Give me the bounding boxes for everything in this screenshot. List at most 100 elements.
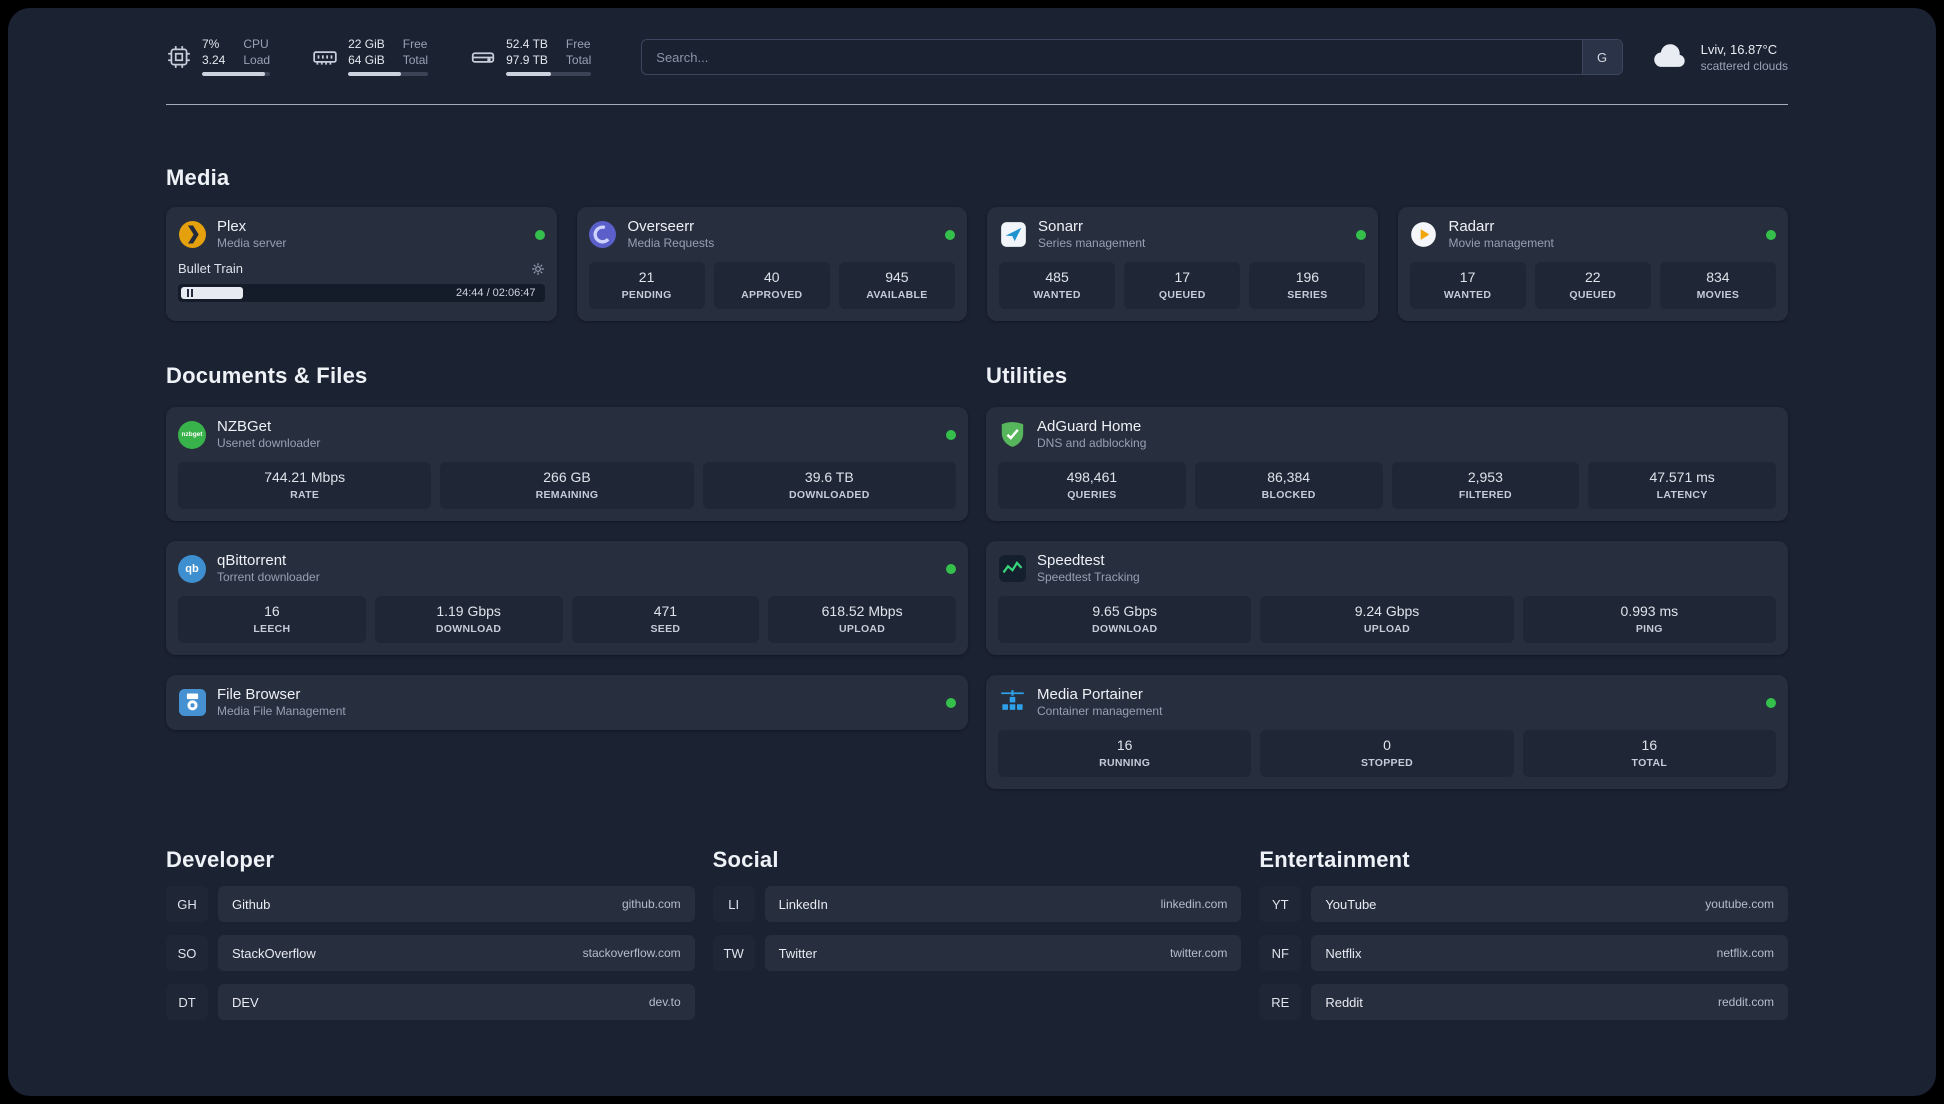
stat-label: SEED [650, 623, 681, 635]
stat-label: TOTAL [1631, 757, 1668, 769]
ram-free-value: 22 GiB [348, 37, 385, 51]
bookmark-name: Netflix [1325, 945, 1362, 961]
bookmark-name: LinkedIn [778, 896, 828, 912]
stat-tile: 945 AVAILABLE [838, 262, 955, 309]
search-engine-button[interactable]: G [1581, 40, 1622, 74]
ram-total-value: 64 GiB [348, 53, 385, 67]
stat-value: 9.65 Gbps [1092, 603, 1157, 619]
bookmark-abbr[interactable]: GH [166, 886, 208, 922]
nzbget-icon: nzbget [178, 420, 206, 449]
stat-label: SERIES [1287, 289, 1328, 301]
app-card-plex: Plex Media server Bullet Train [166, 207, 557, 321]
bookmark-section-social: Social LI LinkedIn linkedin.com TW Twitt… [712, 847, 1242, 1020]
status-dot [946, 563, 956, 574]
stat-value: 834 [1706, 269, 1730, 285]
cpu-icon [166, 44, 192, 70]
stat-value: 0.993 ms [1620, 603, 1679, 619]
app-card-radarr: Radarr Movie management 17 WANTED 22 QUE… [1397, 207, 1788, 321]
app-qbittorrent[interactable]: qb qBittorrent Torrent downloader [178, 553, 956, 584]
bookmark-abbr[interactable]: LI [712, 886, 755, 922]
bookmark-abbr[interactable]: YT [1259, 886, 1302, 922]
app-adguard[interactable]: AdGuard Home DNS and adblocking [998, 419, 1776, 450]
stat-tile: 86,384 BLOCKED [1194, 462, 1383, 509]
stat-value: 39.6 TB [804, 469, 854, 485]
bookmark-url: github.com [621, 897, 681, 911]
cpu-label: CPU [243, 37, 269, 51]
media-grid: Plex Media server Bullet Train [166, 207, 1788, 321]
bookmark-link[interactable]: StackOverflow stackoverflow.com [218, 935, 695, 971]
app-speedtest[interactable]: Speedtest Speedtest Tracking [998, 553, 1776, 584]
stat-value: 498,461 [1066, 469, 1118, 485]
stat-label: WANTED [1033, 289, 1081, 301]
app-portainer[interactable]: Media Portainer Container management [998, 687, 1776, 718]
bookmark-abbr[interactable]: TW [712, 935, 755, 971]
disk-icon [470, 44, 496, 70]
app-nzbget[interactable]: nzbget NZBGet Usenet downloader [178, 419, 956, 450]
stat-tile: 834 MOVIES [1659, 262, 1776, 309]
stat-label: FILTERED [1458, 489, 1512, 501]
bookmark-url: dev.to [648, 995, 681, 1009]
app-radarr[interactable]: Radarr Movie management [1410, 219, 1776, 250]
bookmark-link[interactable]: LinkedIn linkedin.com [764, 886, 1242, 922]
bookmark-link[interactable]: DEV dev.to [218, 984, 695, 1020]
bookmark-abbr[interactable]: SO [166, 935, 208, 971]
status-dot [534, 229, 545, 240]
bookmark-row: GH Github github.com [166, 886, 695, 922]
stat-value: 618.52 Mbps [821, 603, 903, 619]
bookmark-link[interactable]: Netflix netflix.com [1311, 935, 1788, 971]
playback-progressbar[interactable]: 24:44 / 02:06:47 [178, 284, 545, 302]
bookmark-link[interactable]: YouTube youtube.com [1311, 886, 1788, 922]
bookmark-abbr[interactable]: RE [1259, 984, 1302, 1020]
stat-value: 945 [885, 269, 909, 285]
stat-label: AVAILABLE [866, 289, 928, 301]
weather-condition: scattered clouds [1700, 58, 1788, 73]
app-sonarr[interactable]: Sonarr Series management [999, 219, 1366, 250]
speedtest-icon [998, 555, 1026, 583]
bookmark-link[interactable]: Github github.com [218, 886, 695, 922]
stat-label: PING [1635, 623, 1663, 635]
sonarr-icon [999, 221, 1027, 249]
stat-tile: 16 LEECH [178, 596, 366, 643]
app-card-adguard: AdGuard Home DNS and adblocking 498,461 … [986, 407, 1788, 521]
bookmark-row: SO StackOverflow stackoverflow.com [166, 935, 695, 971]
app-plex[interactable]: Plex Media server [178, 219, 545, 250]
app-card-nzbget: nzbget NZBGet Usenet downloader 744.21 M… [166, 407, 968, 521]
stat-tile: 21 PENDING [588, 262, 705, 309]
qbittorrent-icon: qb [178, 554, 206, 583]
stat-label: QUEUED [1569, 289, 1617, 301]
app-card-sonarr: Sonarr Series management 485 WANTED 17 Q… [987, 207, 1378, 321]
bookmark-name: Twitter [778, 945, 817, 961]
bookmark-row: RE Reddit reddit.com [1259, 984, 1788, 1020]
app-subtitle: DNS and adblocking [1037, 436, 1147, 450]
app-name: qBittorrent [217, 552, 287, 569]
stat-tile: 266 GB REMAINING [440, 462, 694, 509]
stat-value: 1.19 Gbps [436, 603, 501, 619]
app-subtitle: Container management [1037, 704, 1163, 718]
settings-icon[interactable] [531, 262, 545, 276]
stat-tile: 22 QUEUED [1534, 262, 1651, 309]
search-input[interactable] [642, 40, 1582, 74]
app-card-filebrowser: File Browser Media File Management [166, 675, 968, 730]
cpu-percent: 7% [202, 37, 220, 51]
app-name: Media Portainer [1037, 686, 1143, 703]
stat-value: 485 [1045, 269, 1069, 285]
app-card-speedtest: Speedtest Speedtest Tracking 9.65 Gbps D… [986, 541, 1788, 655]
now-playing-title: Bullet Train [178, 261, 244, 276]
bookmark-abbr[interactable]: DT [166, 984, 208, 1020]
pause-icon[interactable] [187, 289, 193, 297]
stat-tile: 0 STOPPED [1260, 730, 1514, 777]
playback-time: 24:44 / 02:06:47 [455, 287, 536, 299]
app-overseerr[interactable]: Overseerr Media Requests [589, 219, 955, 250]
stat-label: RUNNING [1099, 757, 1151, 769]
portainer-icon [998, 689, 1026, 717]
app-subtitle: Media File Management [217, 704, 346, 718]
bookmark-abbr[interactable]: NF [1259, 935, 1302, 971]
overseerr-icon [589, 221, 617, 249]
bookmark-link[interactable]: Twitter twitter.com [764, 935, 1242, 971]
stat-label: DOWNLOAD [435, 623, 502, 635]
divider [166, 104, 1788, 105]
bookmark-name: YouTube [1325, 896, 1377, 912]
bookmark-link[interactable]: Reddit reddit.com [1311, 984, 1788, 1020]
stat-label: PENDING [621, 289, 672, 301]
app-filebrowser[interactable]: File Browser Media File Management [178, 687, 956, 718]
